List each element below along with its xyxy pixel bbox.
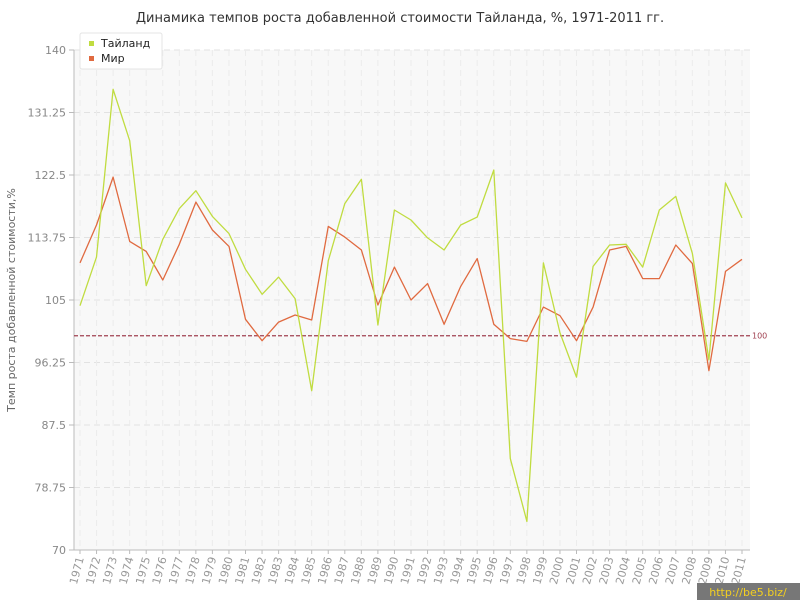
watermark-bg [697,583,800,600]
chart-title: Динамика темпов роста добавленной стоимо… [136,11,664,26]
legend-swatch [89,41,94,46]
watermark-text: http://be5.biz/ [709,586,787,599]
y-tick-label: 105 [45,294,66,307]
series-line-Тайланд [79,88,743,523]
legend-box [79,32,163,70]
reference-line-label: 100 [752,332,767,341]
y-tick-label: 87.5 [42,419,67,432]
y-tick-label: 70 [52,544,66,557]
y-tick-label: 96.25 [35,357,67,370]
legend-swatch [89,56,94,61]
series-lines [79,88,743,523]
y-tick-label: 113.75 [28,232,67,245]
legend-label: Мир [101,52,125,65]
y-axis-label: Темп роста добавленной стоимости,% [5,188,18,413]
y-tick-label: 131.25 [28,107,67,120]
x-tick-label: 2011 [729,555,749,585]
x-tick-labels: 1971197219731974197519761977197819791980… [67,550,749,586]
legend[interactable]: Тайланд Мир [79,32,163,70]
y-tick-label: 122.5 [35,169,67,182]
y-tick-label: 78.75 [35,482,67,495]
legend-label: Тайланд [100,37,151,50]
series-line-Мир [79,176,743,372]
y-tick-label: 140 [45,44,66,57]
reference-line: 100 [74,332,767,341]
y-tick-labels: 70 78.75 87.5 96.25 105 113.75 122.5 131.25 140 [28,44,74,557]
